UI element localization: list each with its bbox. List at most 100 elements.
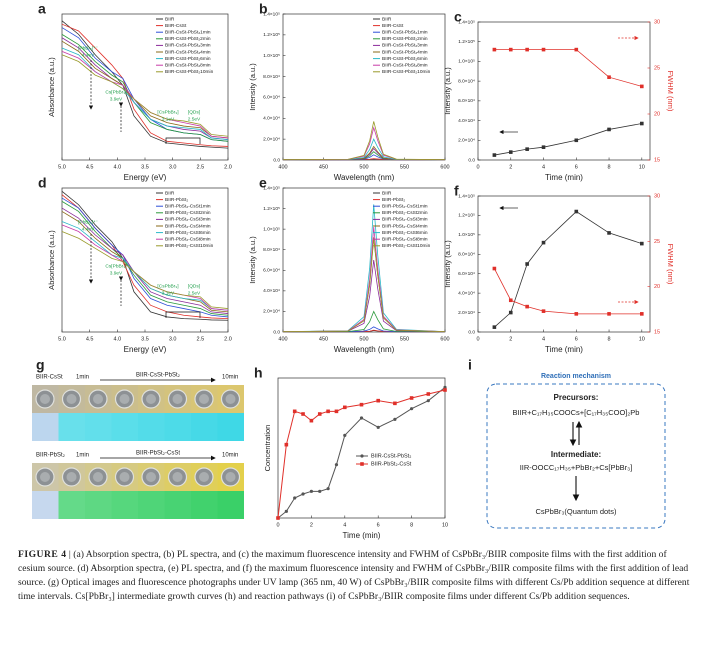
legend-label: BIIR	[165, 190, 175, 196]
marker	[334, 463, 339, 467]
series-line	[61, 20, 229, 149]
legend-label: BIIR-PbSt₂-CsSt10min	[165, 243, 214, 249]
photo-disc-inner	[119, 394, 130, 404]
photo-disc-inner	[40, 394, 50, 404]
marker	[541, 309, 546, 313]
y-tick-label: 1.4×10⁵	[458, 19, 475, 25]
marker	[640, 312, 644, 316]
x-axis-title: Energy (eV)	[124, 345, 167, 354]
legend-label: BIIR-PbSt₂-CsSt6min	[382, 230, 428, 236]
legend-label: BIIR-CsSt-PbSt₂3min	[382, 43, 428, 49]
x-tick-label: 4	[542, 336, 545, 342]
y2-tick-label: 30	[654, 193, 660, 199]
row-first-label: 1min	[76, 375, 89, 381]
panel-label: b	[259, 1, 268, 17]
x-tick-label: 0	[476, 164, 479, 170]
legend-label: BIIR-CsSt-PbSt₂4min	[382, 49, 428, 55]
uv-tile	[138, 491, 165, 519]
marker	[525, 147, 529, 151]
x-tick-label: 10	[639, 164, 645, 170]
marker	[409, 396, 414, 400]
marker	[359, 416, 364, 420]
marker	[284, 442, 289, 447]
marker	[426, 399, 430, 403]
row-process-label: BIIR-CsSt-PbSt₂	[136, 373, 181, 379]
annotation: [CsPbBr₃]	[157, 109, 178, 115]
panel-label: i	[468, 357, 472, 373]
legend-label: BIIR-PbSt₂	[165, 197, 188, 203]
legend-label: BIIR-PbSt₂	[382, 197, 405, 203]
uv-tile	[58, 491, 85, 519]
marker	[410, 407, 414, 411]
legend-label: BIIR-PbSt₂-CsSt2min	[165, 210, 211, 216]
axes-frame	[277, 377, 446, 519]
series-line	[494, 123, 642, 156]
annotation: [CsPbBr₃]	[157, 283, 178, 289]
y-tick-label: 1.2×10⁵	[263, 32, 280, 38]
x-tick-label: 2.5	[197, 336, 205, 342]
y2-axis-title: FWHM (nm)	[666, 244, 675, 285]
photo-disc-inner	[93, 394, 103, 404]
x-tick-label: 450	[319, 164, 328, 170]
annotation: 3.9eV	[110, 96, 123, 102]
x-tick-label: 8	[608, 164, 611, 170]
x-tick-label: 5.0	[58, 336, 66, 342]
row-last-label: 10min	[222, 453, 238, 459]
x-tick-label: 400	[278, 164, 287, 170]
marker	[376, 398, 380, 403]
legend-label: BIIR-CsSt-PbSt₂10min	[165, 69, 214, 75]
y-tick-label: 2.0×10⁴	[263, 136, 280, 142]
row-process-label: BIIR-PbSt₂-CsSt	[136, 451, 180, 457]
y-tick-label: 0.0	[468, 329, 475, 335]
annotation: [PbBr₆]⁴⁻	[78, 45, 98, 51]
x-tick-label: 600	[440, 336, 449, 342]
annotation: [QDs]	[188, 283, 200, 289]
axes-frame	[477, 21, 651, 161]
legend-marker	[360, 462, 364, 466]
y-tick-label: 6.0×10⁴	[263, 268, 280, 274]
series-line	[61, 221, 229, 311]
marker	[492, 325, 497, 329]
series-line	[282, 238, 446, 333]
x-tick-label: 500	[359, 164, 368, 170]
uv-tile	[111, 491, 138, 519]
series-line	[494, 211, 642, 328]
y-tick-label: 8.0×10⁴	[458, 78, 475, 84]
annotation: 3.9eV	[110, 270, 123, 276]
uv-tile	[164, 491, 191, 519]
marker	[541, 145, 546, 149]
legend-label: BIIR-CsSt	[382, 23, 404, 29]
legend-label: BIIR	[165, 16, 175, 22]
x-tick-label: 2.5	[197, 164, 205, 170]
photo-disc-inner	[66, 394, 77, 404]
mechanism-box	[486, 383, 666, 529]
panel-label: f	[454, 183, 459, 199]
legend-label: BIIR-CsSt-PbSt₂2min	[165, 36, 211, 42]
x-axis-title: Time (min)	[545, 173, 583, 182]
formula: IIR-OOCC₁₇H₃₅+PbBr₂+Cs[PbBr₃]	[520, 463, 633, 472]
marker	[443, 385, 447, 389]
series-line	[61, 23, 229, 147]
marker	[318, 489, 322, 493]
y-tick-label: 0.0	[273, 157, 280, 163]
legend-label: BIIR-PbSt₂-CsSt1min	[382, 203, 428, 209]
marker	[492, 47, 497, 52]
x-tick-label: 4.5	[86, 336, 94, 342]
marker	[293, 496, 297, 500]
photo-disc-inner	[199, 472, 209, 482]
x-tick-label: 0	[476, 336, 479, 342]
caption-text: (a) Absorption spectra, (b) PL spectra, …	[18, 549, 690, 602]
y2-tick-label: 20	[654, 284, 660, 290]
legend-label: BIIR-CsSt	[165, 23, 187, 29]
x-axis-title: Energy (eV)	[124, 173, 167, 182]
x-tick-label: 450	[319, 336, 328, 342]
uv-tile	[217, 491, 244, 519]
legend-label: BIIR-CsSt-PbSt₂	[371, 453, 411, 459]
y-tick-label: 2.0×10⁴	[263, 309, 280, 315]
y-axis-title: Absorbance (a.u.)	[47, 230, 56, 290]
marker	[343, 405, 347, 410]
annotation: [QDs]	[188, 109, 200, 115]
marker	[508, 310, 513, 315]
x-tick-label: 600	[440, 164, 449, 170]
x-tick-label: 10	[442, 522, 448, 528]
